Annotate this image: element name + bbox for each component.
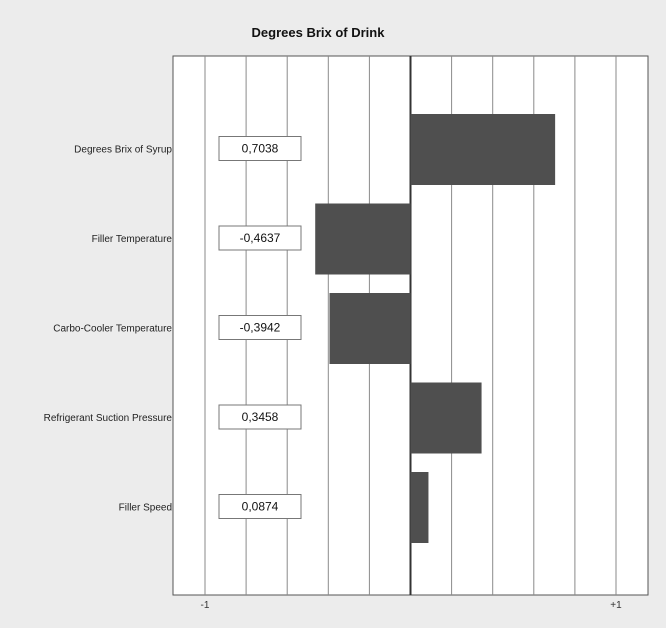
tick-group: -1 +1	[201, 600, 623, 611]
value-box	[218, 136, 302, 161]
value-box	[218, 404, 302, 430]
x-tick-label: +1	[610, 600, 622, 611]
bar	[410, 114, 556, 185]
bar	[410, 382, 482, 454]
value-box-group: 0,7038 -0,4637 -0,3942 0,3458 0,0874	[218, 136, 302, 519]
bar-group	[315, 114, 556, 543]
bar	[315, 203, 411, 275]
value-box	[218, 315, 302, 340]
data-label: 0,3458	[242, 410, 279, 424]
data-label: 0,0874	[242, 500, 279, 514]
category-label: Degrees Brix of Syrup	[74, 145, 172, 156]
category-label: Carbo-Cooler Temperature	[53, 324, 172, 335]
bar	[410, 472, 429, 543]
data-label: 0,7038	[242, 142, 279, 156]
chart-title: Degrees Brix of Drink	[252, 25, 386, 40]
data-label: -0,3942	[240, 321, 281, 335]
category-label: Filler Speed	[119, 503, 172, 514]
label-group: Degrees Brix of Syrup Filler Temperature C…	[44, 145, 173, 514]
x-tick-label: -1	[201, 600, 210, 611]
category-label: Refrigerant Suction Pressure	[44, 413, 173, 424]
category-label: Filler Temperature	[92, 234, 173, 245]
data-label: -0,4637	[240, 231, 281, 245]
bar	[329, 293, 411, 364]
value-box	[218, 225, 302, 251]
value-box	[218, 494, 302, 519]
